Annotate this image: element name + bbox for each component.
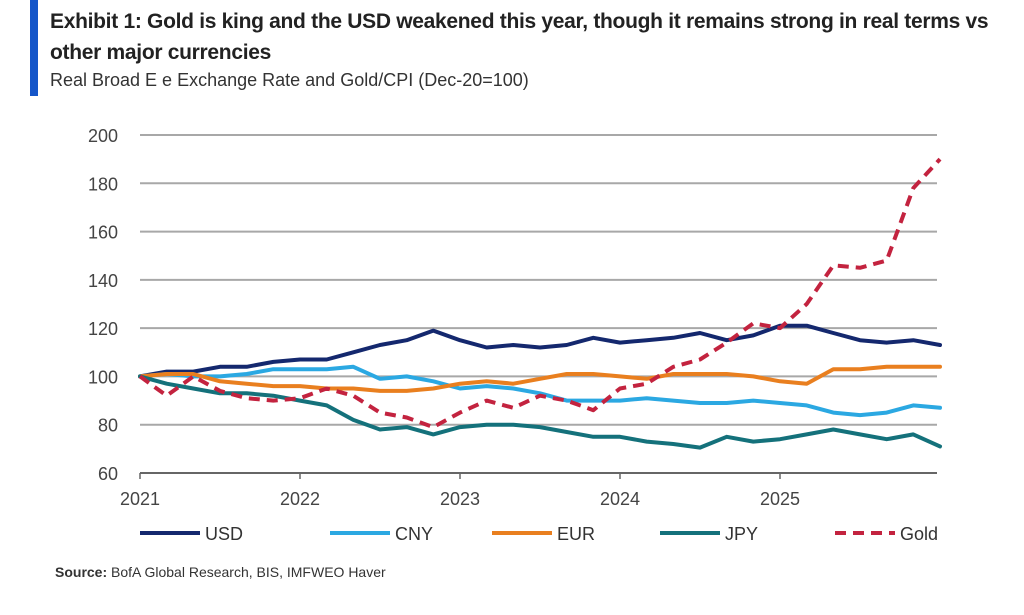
y-tick-label: 120 (88, 319, 118, 339)
y-tick-label: 60 (98, 464, 118, 484)
legend-label-gold: Gold (900, 524, 938, 544)
accent-bar (30, 0, 38, 96)
legend-label-cny: CNY (395, 524, 433, 544)
y-tick-label: 160 (88, 223, 118, 243)
series-line-jpy (138, 374, 942, 450)
x-tick-label: 2024 (600, 489, 640, 509)
series-line-gold (138, 157, 942, 430)
source-note: Source: BofA Global Research, BIS, IMFWE… (55, 564, 386, 580)
source-label: Source: (55, 564, 108, 580)
chart-title: Exhibit 1: Gold is king and the USD weak… (50, 10, 989, 64)
x-tick-label: 2021 (120, 489, 160, 509)
y-tick-label: 140 (88, 271, 118, 291)
series-line-usd (138, 323, 942, 379)
series-line-cny (138, 364, 942, 418)
y-tick-label: 200 (88, 126, 118, 146)
source-text: BofA Global Research, BIS, IMFWEO Haver (111, 564, 386, 580)
x-tick-label: 2023 (440, 489, 480, 509)
legend-label-usd: USD (205, 524, 243, 544)
legend-label-eur: EUR (557, 524, 595, 544)
y-tick-label: 180 (88, 174, 118, 194)
legend-label-jpy: JPY (725, 524, 758, 544)
series-line-eur (138, 364, 942, 393)
x-tick-label: 2025 (760, 489, 800, 509)
y-tick-label: 80 (98, 416, 118, 436)
x-tick-label: 2022 (280, 489, 320, 509)
chart-subtitle: Real Broad E e Exchange Rate and Gold/CP… (50, 70, 529, 90)
y-tick-label: 100 (88, 367, 118, 387)
